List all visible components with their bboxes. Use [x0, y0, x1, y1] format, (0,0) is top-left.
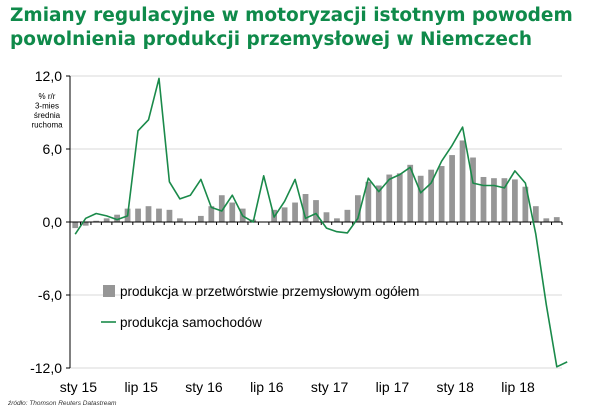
- bar: [449, 155, 455, 222]
- bar: [156, 208, 162, 222]
- y-axis-unit-line: 3-mies: [35, 102, 59, 111]
- bar: [334, 218, 340, 222]
- bar: [417, 175, 424, 222]
- bar: [428, 169, 435, 222]
- x-tick-label: lip 15: [124, 379, 158, 395]
- y-tick-label: -12,0: [30, 360, 62, 376]
- legend: produkcja w przetwórstwie przemysłowym o…: [101, 284, 419, 330]
- x-tick-label: sty 17: [311, 379, 349, 395]
- bar: [522, 186, 529, 222]
- x-tick-label: lip 17: [376, 379, 410, 395]
- chart-title-line-2: powolnienia produkcji przemysłowej w Nie…: [10, 29, 533, 50]
- bar: [375, 185, 382, 222]
- bar: [553, 217, 560, 222]
- bar: [323, 212, 330, 222]
- chart-title: Zmiany regulacyjne w motoryzacji istotny…: [10, 4, 590, 52]
- legend-bar-label: produkcja w przetwórstwie przemysłowym o…: [120, 284, 419, 299]
- bar: [532, 206, 539, 222]
- bar: [177, 218, 183, 222]
- y-axis-unit-line: % r/r: [39, 92, 56, 101]
- bar: [438, 166, 445, 222]
- bar: [491, 178, 497, 222]
- bar: [386, 174, 393, 222]
- line-series-produkcja-samochodow: [74, 77, 568, 368]
- legend-line-label: produkcja samochodów: [120, 315, 262, 330]
- bar: [114, 214, 120, 222]
- bar: [543, 218, 550, 222]
- y-tick-label: -6,0: [38, 287, 62, 303]
- bar: [135, 208, 141, 222]
- y-axis-unit-line: ruchoma: [31, 121, 63, 130]
- y-axis-unit-line: średnia: [34, 111, 61, 120]
- x-ticks: [69, 222, 563, 225]
- bar: [470, 157, 476, 222]
- chart-title-line-1: Zmiany regulacyjne w motoryzacji istotny…: [10, 5, 573, 26]
- bar: [459, 140, 466, 222]
- bar: [313, 200, 319, 222]
- source-note: źródło: Thomson Reuters Datastream: [8, 400, 117, 407]
- bar: [93, 220, 100, 222]
- y-tick-label: 12,0: [35, 68, 62, 84]
- bar: [396, 173, 403, 222]
- bar: [354, 195, 361, 222]
- y-tick-labels: 12,0 6,0 0,0 -6,0 -12,0: [30, 68, 62, 376]
- bar: [82, 222, 89, 226]
- x-tick-label: sty 16: [185, 379, 223, 395]
- bar: [344, 209, 351, 222]
- x-tick-label: sty 15: [60, 379, 98, 395]
- legend-bar-swatch: [103, 285, 115, 297]
- bar-series: [72, 140, 560, 229]
- bar: [512, 179, 518, 222]
- x-tick-label: lip 18: [501, 379, 535, 395]
- bar: [501, 178, 508, 222]
- y-gridlines: [66, 75, 562, 369]
- bar: [103, 218, 110, 222]
- bar: [302, 194, 309, 222]
- x-tick-label: sty 18: [437, 379, 475, 395]
- bar: [208, 206, 215, 222]
- bar: [229, 202, 236, 222]
- bar: [145, 206, 152, 222]
- bar: [281, 207, 288, 222]
- bar: [197, 215, 204, 222]
- x-tick-label: lip 16: [250, 379, 284, 395]
- y-tick-label: 0,0: [43, 214, 63, 230]
- bar: [480, 176, 487, 222]
- x-tick-labels: sty 15 lip 15 sty 16 lip 16 sty 17 lip 17 sty …: [60, 379, 535, 395]
- y-tick-label: 6,0: [43, 141, 63, 157]
- bar: [166, 209, 173, 222]
- bar: [218, 195, 225, 222]
- bar: [407, 164, 414, 222]
- bar: [72, 222, 79, 229]
- bar: [365, 181, 372, 222]
- bar: [292, 202, 298, 222]
